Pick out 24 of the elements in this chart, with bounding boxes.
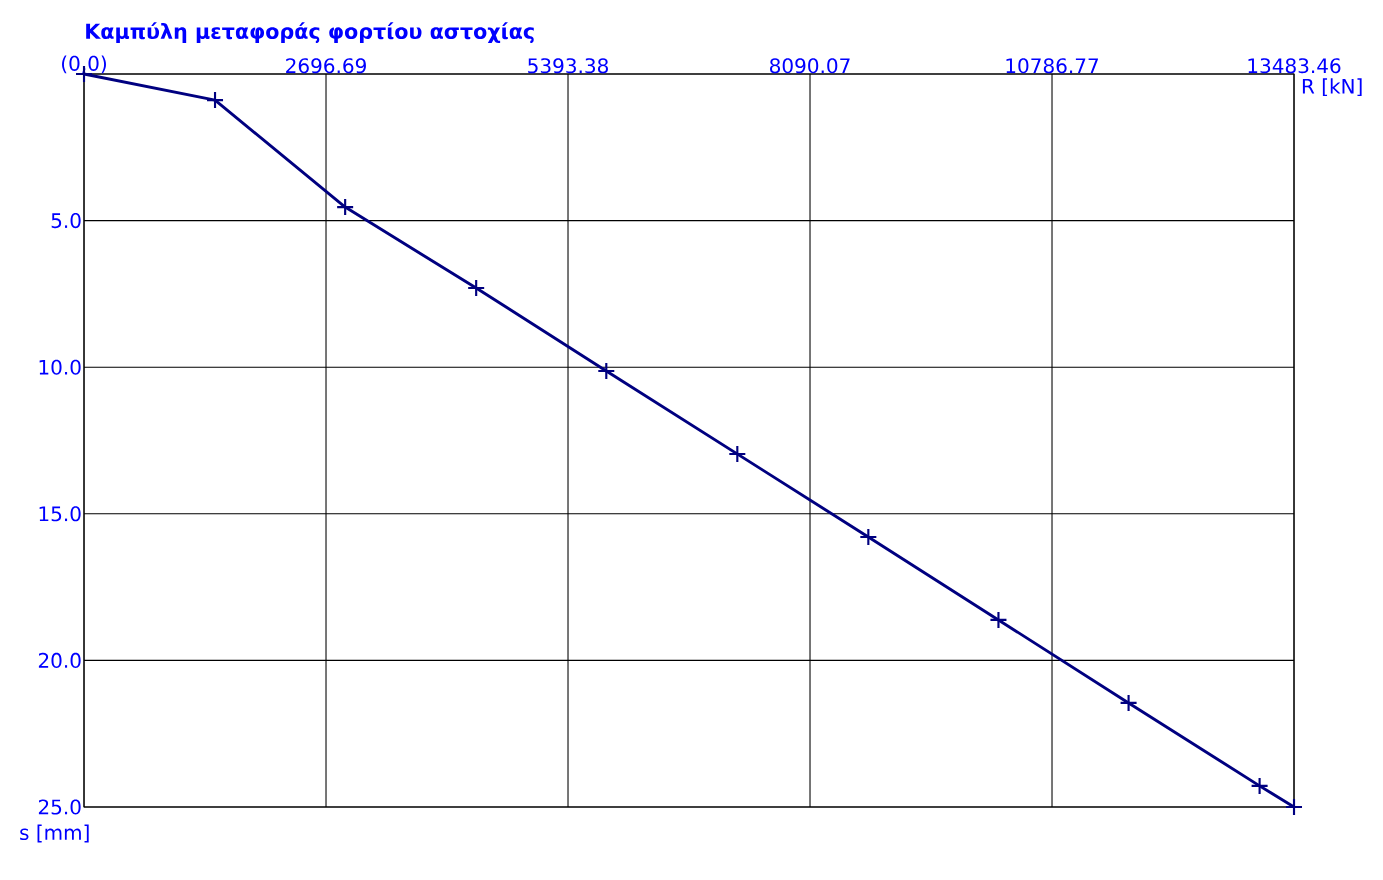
x-tick-label: (0,0) xyxy=(62,55,106,74)
y-axis-title: s [mm] xyxy=(20,824,89,843)
point xyxy=(336,198,355,217)
y-tick-label: 10.0 xyxy=(39,359,81,375)
y-tick-label: 25.0 xyxy=(38,799,81,815)
point xyxy=(597,361,616,381)
point xyxy=(989,610,1008,629)
x-tick-label: 13483.46 xyxy=(1248,58,1341,74)
x-tick-label: 2696.69 xyxy=(286,58,366,74)
y-tick-label: 20.0 xyxy=(38,652,81,668)
x-tick-label: 5393.38 xyxy=(528,58,608,74)
point xyxy=(205,91,225,110)
x-axis-title: R [kN] xyxy=(1302,78,1362,97)
point xyxy=(467,278,486,298)
chart-title: Καμπύλη μεταφοράς φορτίου αστοχίας xyxy=(86,22,534,44)
x-tick-label: 8090.07 xyxy=(770,58,850,74)
point xyxy=(1119,693,1138,712)
point xyxy=(1284,797,1304,817)
y-tick-label: 15.0 xyxy=(39,506,81,522)
point xyxy=(1250,776,1269,795)
point xyxy=(728,444,747,464)
point xyxy=(859,527,878,547)
x-tick-label: 10786.77 xyxy=(1006,58,1098,74)
y-tick-label: 5.0 xyxy=(51,213,81,229)
